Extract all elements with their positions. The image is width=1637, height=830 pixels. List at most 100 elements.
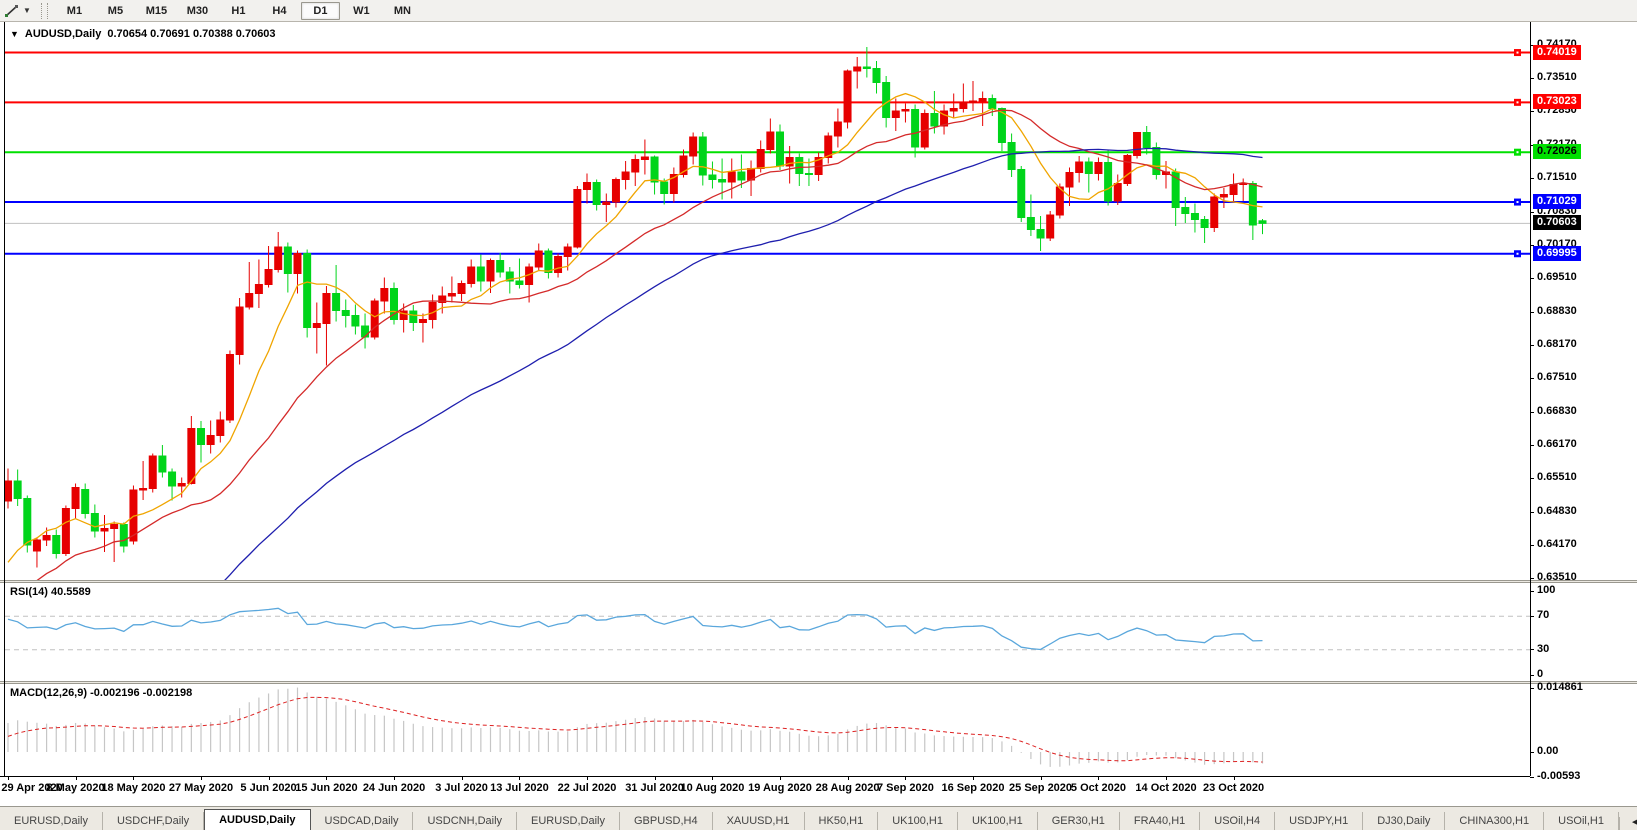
candle-body[interactable] — [322, 293, 331, 324]
timeframe-button-m30[interactable]: M30 — [186, 4, 209, 17]
candle-body[interactable] — [1036, 229, 1045, 239]
chart-tab-uk100-h1[interactable]: UK100,H1 — [878, 812, 958, 830]
candle-body[interactable] — [1075, 161, 1084, 173]
candle-body[interactable] — [573, 189, 582, 248]
candle-body[interactable] — [1200, 219, 1209, 228]
candle-body[interactable] — [61, 508, 70, 554]
candle-body[interactable] — [621, 171, 630, 180]
candle-body[interactable] — [380, 288, 389, 302]
candle-body[interactable] — [1210, 196, 1219, 228]
timeframe-button-m15[interactable]: M15 — [145, 4, 168, 17]
chart-tab-usdchf-daily[interactable]: USDCHF,Daily — [103, 812, 205, 830]
ohlc-collapse-icon[interactable]: ▼ — [10, 29, 19, 39]
candle-body[interactable] — [727, 171, 736, 183]
candle-body[interactable] — [370, 300, 379, 338]
candle-body[interactable] — [447, 293, 456, 297]
candle-body[interactable] — [911, 109, 920, 148]
candle-body[interactable] — [399, 310, 408, 320]
candle-body[interactable] — [669, 174, 678, 194]
candle-body[interactable] — [438, 295, 447, 303]
candle-body[interactable] — [197, 428, 205, 445]
candle-body[interactable] — [679, 155, 688, 175]
candle-body[interactable] — [602, 201, 611, 205]
candle-body[interactable] — [23, 498, 32, 546]
candle-body[interactable] — [1007, 142, 1016, 170]
chart-tab-china300-h1[interactable]: CHINA300,H1 — [1445, 812, 1545, 830]
candle-body[interactable] — [824, 135, 833, 158]
candle-body[interactable] — [631, 159, 640, 173]
candle-body[interactable] — [544, 250, 553, 273]
panel-separator[interactable] — [0, 580, 1637, 583]
scroll-tabs-left-icon[interactable]: ◄ — [1629, 817, 1637, 828]
candle-body[interactable] — [795, 157, 804, 174]
candle-body[interactable] — [611, 179, 620, 203]
candle-body[interactable] — [52, 535, 61, 554]
candle-body[interactable] — [843, 70, 852, 123]
candle-body[interactable] — [554, 256, 563, 273]
candle-body[interactable] — [1113, 183, 1122, 202]
candle-body[interactable] — [804, 173, 813, 175]
candle-body[interactable] — [245, 293, 254, 308]
rsi-panel-canvas[interactable] — [0, 583, 1637, 681]
chart-tab-usoil-h1[interactable]: USOil,H1 — [1544, 812, 1619, 830]
candle-body[interactable] — [1181, 207, 1190, 214]
candle-body[interactable] — [689, 136, 698, 157]
candle-body[interactable] — [225, 354, 234, 421]
candle-body[interactable] — [969, 100, 977, 103]
timeframe-button-h1[interactable]: H1 — [231, 4, 246, 17]
candle-body[interactable] — [1017, 169, 1026, 218]
candle-body[interactable] — [119, 524, 128, 547]
candle-body[interactable] — [341, 310, 350, 316]
candle-body[interactable] — [177, 483, 186, 487]
candle-body[interactable] — [476, 266, 485, 282]
candle-body[interactable] — [563, 246, 572, 257]
candle-body[interactable] — [1258, 220, 1267, 224]
candle-body[interactable] — [100, 528, 109, 532]
candle-body[interactable] — [949, 108, 958, 112]
candle-body[interactable] — [650, 156, 659, 183]
candle-body[interactable] — [409, 310, 418, 323]
candle-body[interactable] — [592, 182, 601, 205]
candle-body[interactable] — [891, 110, 900, 118]
candle-body[interactable] — [737, 171, 746, 181]
candle-body[interactable] — [660, 181, 669, 194]
candle-body[interactable] — [640, 156, 649, 160]
tool-dropdown-caret-icon[interactable]: ▼ — [23, 6, 31, 15]
candle-body[interactable] — [785, 157, 794, 167]
candle-body[interactable] — [997, 108, 1006, 143]
candle-body[interactable] — [467, 266, 476, 284]
candle-body[interactable] — [1026, 217, 1035, 230]
candle-body[interactable] — [708, 174, 717, 180]
chart-tab-fra40-h1[interactable]: FRA40,H1 — [1120, 812, 1201, 830]
candle-body[interactable] — [235, 306, 244, 355]
candle-body[interactable] — [1248, 183, 1257, 226]
draw-tool-button[interactable]: ▼ — [0, 0, 35, 21]
candle-body[interactable] — [1152, 147, 1161, 175]
candle-body[interactable] — [361, 325, 370, 338]
candle-body[interactable] — [583, 182, 591, 190]
candle-body[interactable] — [940, 110, 949, 127]
candle-body[interactable] — [274, 246, 283, 270]
chart-tab-usdjpy-h1[interactable]: USDJPY,H1 — [1275, 812, 1364, 830]
candle-body[interactable] — [505, 271, 514, 282]
ma-50-line[interactable] — [8, 147, 1263, 581]
candle-body[interactable] — [534, 250, 543, 268]
candle-body[interactable] — [766, 131, 775, 150]
candle-body[interactable] — [283, 246, 292, 274]
candle-body[interactable] — [1123, 155, 1132, 184]
candle-body[interactable] — [81, 489, 90, 514]
chart-tab-xauusd-h1[interactable]: XAUUSD,H1 — [713, 812, 805, 830]
timeframe-button-m5[interactable]: M5 — [107, 4, 124, 17]
candle-body[interactable] — [4, 480, 12, 502]
chart-tab-gbpusd-h4[interactable]: GBPUSD,H4 — [620, 812, 713, 830]
candle-body[interactable] — [139, 488, 148, 491]
candle-body[interactable] — [776, 131, 784, 167]
candle-body[interactable] — [457, 283, 466, 294]
chart-tab-hk50-h1[interactable]: HK50,H1 — [805, 812, 879, 830]
candle-body[interactable] — [1065, 172, 1074, 188]
candle-body[interactable] — [515, 280, 524, 285]
candle-body[interactable] — [168, 471, 177, 487]
main-chart-canvas[interactable] — [0, 22, 1637, 580]
candle-body[interactable] — [1229, 184, 1238, 195]
candle-body[interactable] — [698, 136, 707, 176]
